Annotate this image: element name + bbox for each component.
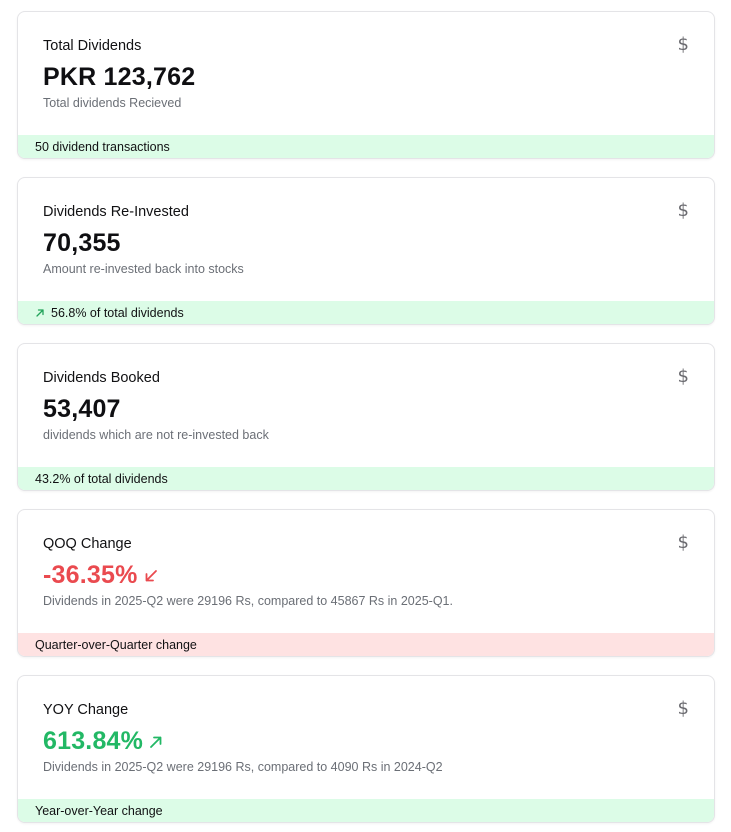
card-title: YOY Change [43, 702, 129, 718]
card-value: 53,407 [43, 395, 121, 423]
card-description: dividends which are not re-invested back [43, 428, 269, 442]
dollar-icon: $ [677, 698, 689, 719]
dividends-booked-card: Dividends Booked $ 53,407 dividends whic… [17, 343, 715, 491]
card-value: 70,355 [43, 229, 121, 257]
card-footer: 50 dividend transactions [18, 135, 714, 158]
total-dividends-card: Total Dividends $ PKR 123,762 Total divi… [17, 11, 715, 159]
dollar-icon: $ [677, 366, 689, 387]
card-description: Total dividends Recieved [43, 96, 182, 110]
footer-text: 43.2% of total dividends [35, 471, 168, 486]
card-footer: Quarter-over-Quarter change [18, 633, 714, 656]
card-value: PKR 123,762 [43, 63, 196, 91]
card-footer: 56.8% of total dividends [18, 301, 714, 324]
footer-text: 50 dividend transactions [35, 139, 170, 154]
value-row: 53,407 [43, 395, 121, 424]
arrow-up-right-icon [36, 308, 44, 317]
arrow-down-left-icon [145, 569, 157, 582]
card-title: QOQ Change [43, 536, 132, 552]
card-value: 613.84% [43, 727, 144, 755]
value-row: PKR 123,762 [43, 63, 196, 92]
yoy-change-card: YOY Change $ 613.84% Dividends in 2025-Q… [17, 675, 715, 823]
value-row: -36.35% [43, 561, 158, 590]
card-title: Dividends Booked [43, 370, 160, 386]
footer-text: Year-over-Year change [35, 803, 163, 818]
dividends-reinvested-card: Dividends Re-Invested $ 70,355 Amount re… [17, 177, 715, 325]
card-title: Total Dividends [43, 38, 142, 54]
value-row: 70,355 [43, 229, 121, 258]
dollar-icon: $ [677, 34, 689, 55]
card-footer: 43.2% of total dividends [18, 467, 714, 490]
card-title: Dividends Re-Invested [43, 204, 189, 220]
value-row: 613.84% [43, 727, 163, 756]
card-footer: Year-over-Year change [18, 799, 714, 822]
dollar-icon: $ [677, 532, 689, 553]
card-description: Dividends in 2025-Q2 were 29196 Rs, comp… [43, 594, 453, 608]
card-description: Amount re-invested back into stocks [43, 262, 244, 276]
qoq-change-card: QOQ Change $ -36.35% Dividends in 2025-Q… [17, 509, 715, 657]
dollar-icon: $ [677, 200, 689, 221]
footer-text: Quarter-over-Quarter change [35, 637, 197, 652]
footer-text: 56.8% of total dividends [51, 305, 184, 320]
card-value: -36.35% [43, 561, 138, 589]
card-description: Dividends in 2025-Q2 were 29196 Rs, comp… [43, 760, 443, 774]
arrow-up-right-icon [150, 736, 162, 748]
